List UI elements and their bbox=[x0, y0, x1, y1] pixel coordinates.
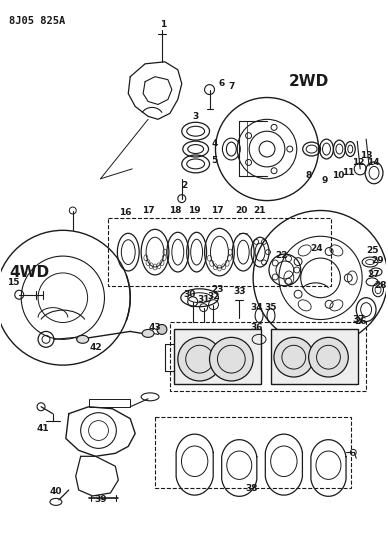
Text: 38: 38 bbox=[245, 483, 257, 492]
Text: 26: 26 bbox=[354, 317, 366, 326]
Circle shape bbox=[178, 337, 222, 381]
Text: 43: 43 bbox=[149, 323, 161, 332]
Text: 3: 3 bbox=[192, 112, 199, 121]
Text: 4WD: 4WD bbox=[9, 265, 49, 280]
Text: 28: 28 bbox=[374, 281, 386, 290]
Text: 8: 8 bbox=[305, 171, 312, 180]
Text: 21: 21 bbox=[253, 206, 265, 215]
Text: 19: 19 bbox=[188, 206, 201, 215]
Text: 27: 27 bbox=[368, 270, 380, 279]
Text: 14: 14 bbox=[367, 158, 379, 167]
Text: 37: 37 bbox=[352, 315, 364, 324]
Text: 41: 41 bbox=[37, 424, 49, 433]
Text: 36: 36 bbox=[251, 323, 263, 332]
Bar bbox=[88, 399, 130, 407]
Text: 33: 33 bbox=[233, 287, 246, 296]
Text: 34: 34 bbox=[251, 303, 263, 312]
Text: 23: 23 bbox=[211, 285, 224, 294]
Text: 25: 25 bbox=[366, 246, 378, 255]
Text: 40: 40 bbox=[50, 488, 62, 496]
Text: 2WD: 2WD bbox=[289, 74, 329, 88]
Text: 4: 4 bbox=[211, 139, 218, 148]
Text: 17: 17 bbox=[142, 206, 154, 215]
Bar bbox=[174, 329, 261, 384]
Text: 1: 1 bbox=[160, 20, 166, 29]
Text: 42: 42 bbox=[89, 343, 102, 352]
Text: 10: 10 bbox=[332, 171, 345, 180]
Text: 13: 13 bbox=[360, 151, 372, 160]
Text: 2: 2 bbox=[182, 181, 188, 190]
Text: 11: 11 bbox=[342, 168, 355, 177]
Ellipse shape bbox=[142, 329, 154, 337]
Text: 30: 30 bbox=[184, 290, 196, 299]
Text: 15: 15 bbox=[7, 278, 19, 287]
Text: 29: 29 bbox=[372, 255, 385, 264]
Text: 9: 9 bbox=[321, 176, 328, 185]
Bar bbox=[271, 329, 358, 384]
Bar bbox=[108, 219, 331, 286]
Text: 20: 20 bbox=[235, 206, 248, 215]
Text: 5: 5 bbox=[211, 157, 218, 165]
Text: 31: 31 bbox=[197, 295, 210, 304]
Text: 7: 7 bbox=[228, 82, 234, 91]
Text: 12: 12 bbox=[352, 158, 364, 167]
Text: 39: 39 bbox=[94, 495, 107, 504]
Circle shape bbox=[274, 337, 314, 377]
Text: 22: 22 bbox=[275, 251, 288, 260]
Text: 24: 24 bbox=[310, 244, 323, 253]
Text: 32: 32 bbox=[207, 292, 220, 301]
Text: 16: 16 bbox=[119, 208, 132, 217]
Text: 17: 17 bbox=[211, 206, 224, 215]
Text: 18: 18 bbox=[169, 206, 181, 215]
Text: 6: 6 bbox=[218, 79, 225, 88]
Bar bbox=[155, 417, 351, 488]
Circle shape bbox=[308, 337, 348, 377]
Circle shape bbox=[157, 325, 167, 334]
Circle shape bbox=[210, 337, 253, 381]
Text: 35: 35 bbox=[265, 303, 277, 312]
Ellipse shape bbox=[77, 335, 88, 343]
Text: 8J05 825A: 8J05 825A bbox=[9, 16, 66, 26]
Bar bbox=[170, 321, 366, 391]
